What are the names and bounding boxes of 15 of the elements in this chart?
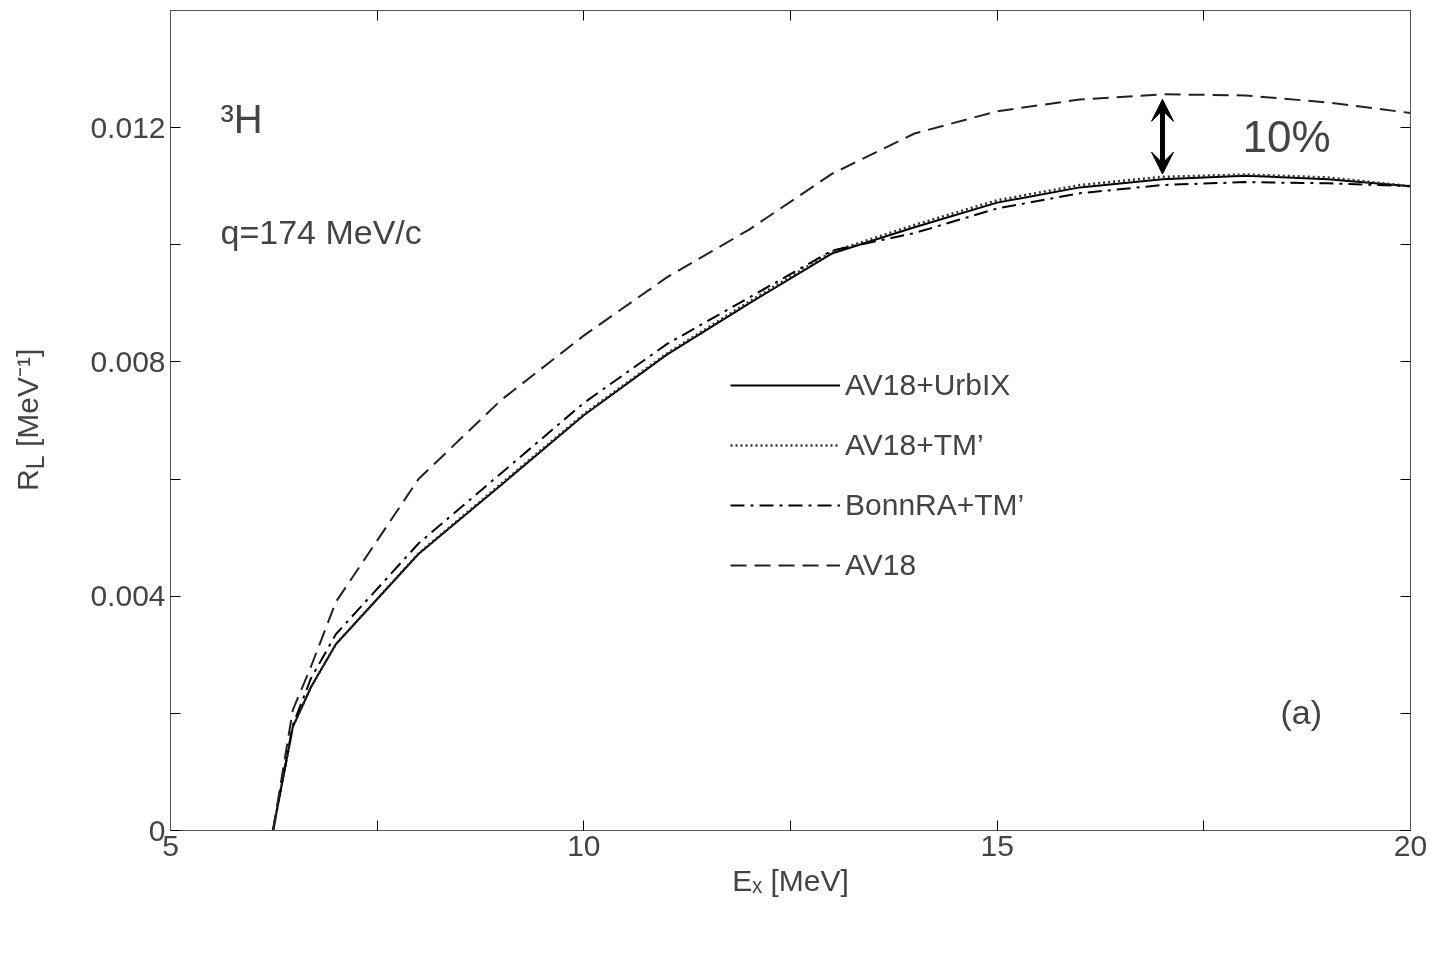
legend-label: AV18: [845, 547, 917, 583]
legend-label: BonnRA+TM’: [845, 487, 1025, 523]
annotation: q=174 MeV/c: [220, 212, 422, 251]
y-tick-label: 0.012: [90, 110, 166, 144]
annotation: 10%: [1242, 112, 1331, 162]
y-tick-label: 0.004: [90, 579, 166, 613]
annotation: ³H: [220, 96, 263, 141]
x-tick-label: 10: [567, 828, 601, 862]
legend-label: AV18+UrbIX: [845, 367, 1011, 403]
x-tick-label: 15: [980, 828, 1014, 862]
y-tick-label: 0.008: [90, 344, 166, 378]
legend-label: AV18+TM’: [845, 427, 984, 463]
annotation: (a): [1280, 692, 1323, 731]
x-tick-label: 20: [1393, 828, 1428, 862]
x-axis-title: Eₓ [MeV]: [732, 863, 849, 897]
